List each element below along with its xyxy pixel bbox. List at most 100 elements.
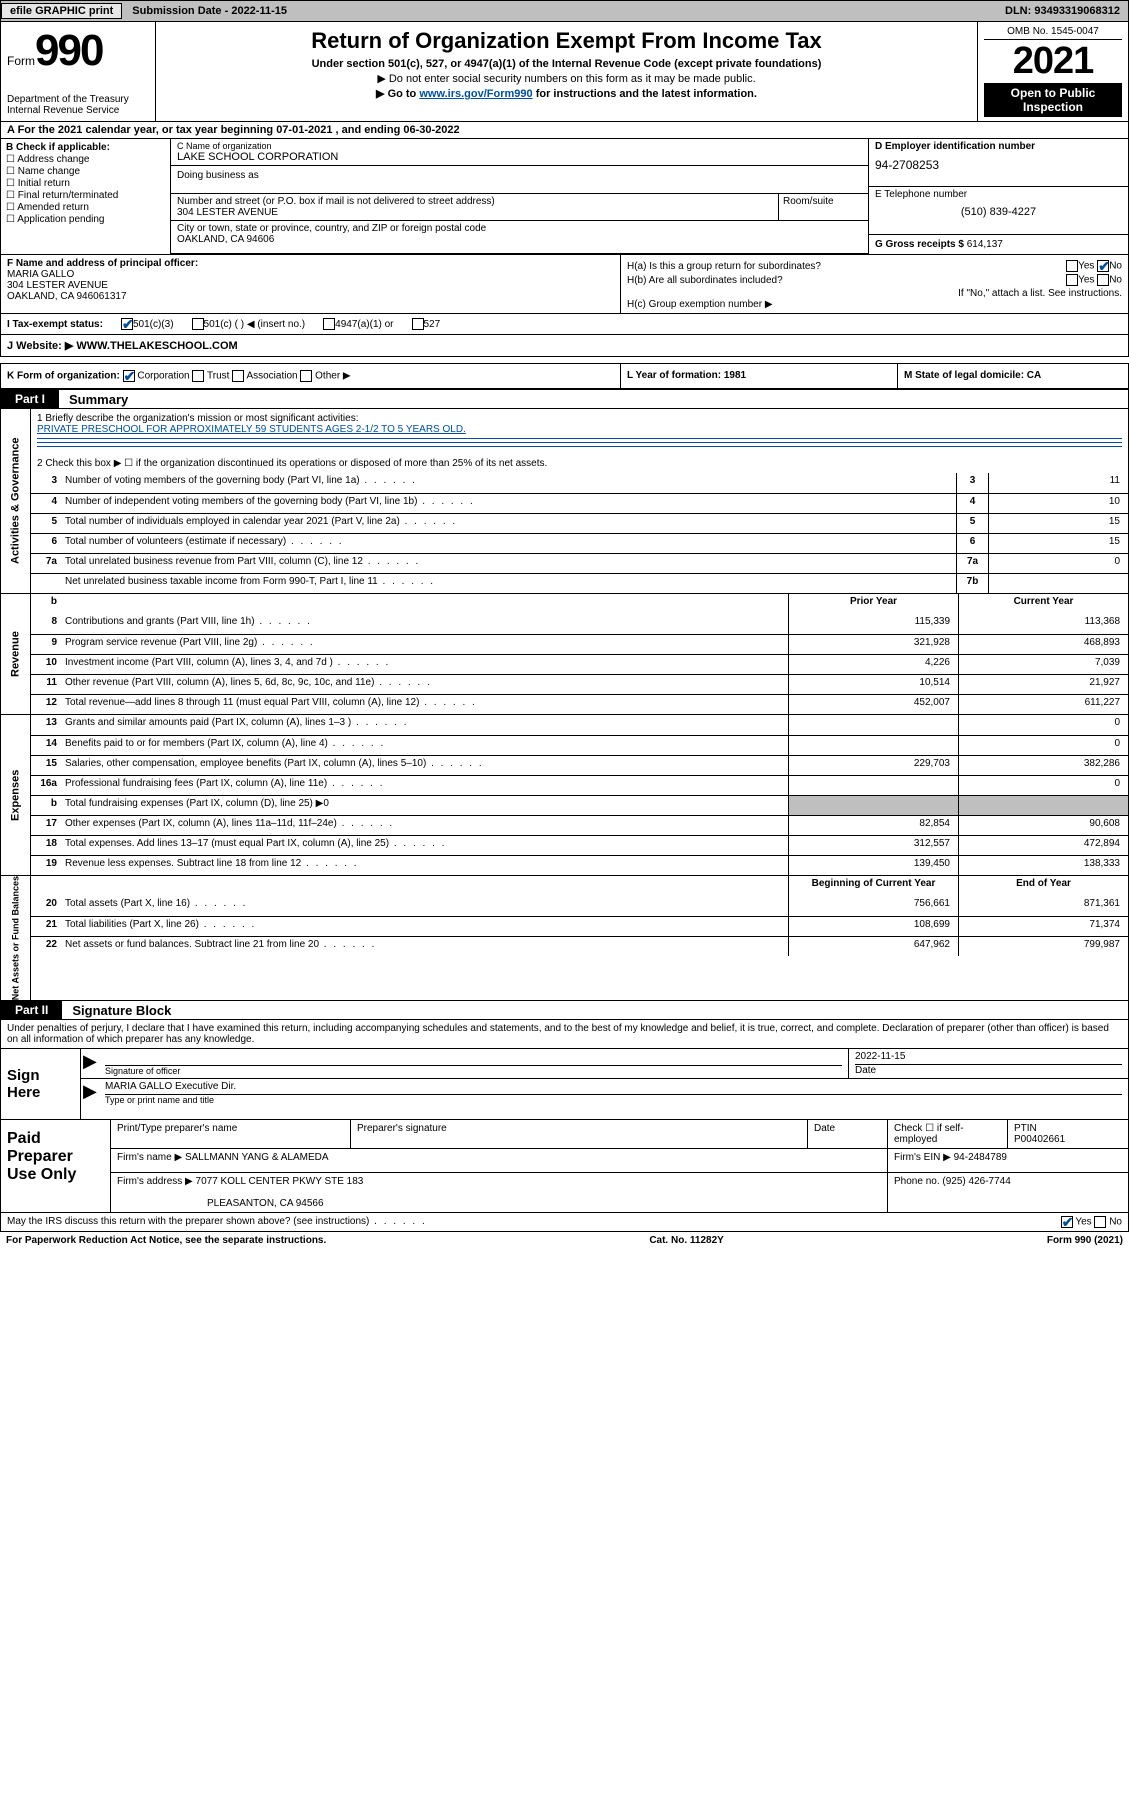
chk-address-change[interactable]: ☐ Address change xyxy=(6,154,165,165)
hc-label: H(c) Group exemption number ▶ xyxy=(627,299,1122,310)
paid-preparer-block: Paid Preparer Use Only Print/Type prepar… xyxy=(0,1120,1129,1213)
ha-no[interactable] xyxy=(1097,260,1109,272)
i-501c3[interactable] xyxy=(121,318,133,330)
chk-initial-return[interactable]: ☐ Initial return xyxy=(6,178,165,189)
na-row: 21 Total liabilities (Part X, line 26) 1… xyxy=(31,916,1128,936)
org-name-label: C Name of organization xyxy=(177,141,862,151)
mission-block: 1 Briefly describe the organization's mi… xyxy=(31,409,1128,454)
chk-amended[interactable]: ☐ Amended return xyxy=(6,202,165,213)
row-fh: F Name and address of principal officer:… xyxy=(0,254,1129,313)
k-form-org: K Form of organization: Corporation Trus… xyxy=(1,364,621,388)
firm-addr: Firm's address ▶ 7077 KOLL CENTER PKWY S… xyxy=(111,1173,888,1212)
omb-number: OMB No. 1545-0047 xyxy=(984,26,1122,40)
form-subtitle-1: Under section 501(c), 527, or 4947(a)(1)… xyxy=(162,58,971,70)
k-other[interactable] xyxy=(300,370,312,382)
exp-row: 15 Salaries, other compensation, employe… xyxy=(31,755,1128,775)
f-addr1: 304 LESTER AVENUE xyxy=(7,280,108,291)
gross-value: 614,137 xyxy=(967,239,1003,250)
gov-row: Net unrelated business taxable income fr… xyxy=(31,573,1128,593)
sub3-pre: ▶ Go to xyxy=(376,88,419,100)
i-527[interactable] xyxy=(412,318,424,330)
prep-name-hdr: Print/Type preparer's name xyxy=(111,1120,351,1148)
prep-row2: Firm's name ▶ SALLMANN YANG & ALAMEDA Fi… xyxy=(111,1149,1128,1173)
tax-year: 2021 xyxy=(984,40,1122,83)
gov-row: 5 Total number of individuals employed i… xyxy=(31,513,1128,533)
subdate-value: 2022-11-15 xyxy=(231,5,287,17)
na-curr-hdr: End of Year xyxy=(958,876,1128,896)
dba-block: Doing business as xyxy=(171,166,868,194)
vlabel-rev: Revenue xyxy=(1,594,31,714)
hb-no[interactable] xyxy=(1097,274,1109,286)
chk-application-pending[interactable]: ☐ Application pending xyxy=(6,214,165,225)
ha-label: H(a) Is this a group return for subordin… xyxy=(627,261,821,272)
dln: DLN: 93493319068312 xyxy=(1005,5,1128,17)
curr-year-hdr: Current Year xyxy=(958,594,1128,614)
sign-block: Sign Here ▶ Signature of officer 2022-11… xyxy=(0,1049,1129,1120)
sign-arrow-icon-2: ▶ xyxy=(81,1079,99,1107)
l-year-formation: L Year of formation: 1981 xyxy=(621,364,898,388)
exp-row: 14 Benefits paid to or for members (Part… xyxy=(31,735,1128,755)
mission-label: 1 Briefly describe the organization's mi… xyxy=(37,413,1122,424)
city-label: City or town, state or province, country… xyxy=(177,223,862,234)
k-assoc[interactable] xyxy=(232,370,244,382)
exp-section: Expenses 13 Grants and similar amounts p… xyxy=(0,715,1129,876)
na-row: 22 Net assets or fund balances. Subtract… xyxy=(31,936,1128,956)
exp-row: 19 Revenue less expenses. Subtract line … xyxy=(31,855,1128,875)
prep-date-hdr: Date xyxy=(808,1120,888,1148)
rev-row: 11 Other revenue (Part VIII, column (A),… xyxy=(31,674,1128,694)
row-klm: K Form of organization: Corporation Trus… xyxy=(0,363,1129,389)
i-4947[interactable] xyxy=(323,318,335,330)
chk-final-return[interactable]: ☐ Final return/terminated xyxy=(6,190,165,201)
ein-block: D Employer identification number 94-2708… xyxy=(869,139,1128,187)
rev-row: 10 Investment income (Part VIII, column … xyxy=(31,654,1128,674)
i-label: I Tax-exempt status: xyxy=(7,319,103,330)
sign-here-label: Sign Here xyxy=(1,1049,81,1119)
sig-name-field: MARIA GALLO Executive Dir. Type or print… xyxy=(99,1079,1128,1107)
chk-name-change[interactable]: ☐ Name change xyxy=(6,166,165,177)
j-value: WWW.THELAKESCHOOL.COM xyxy=(73,340,237,352)
discuss-yes[interactable] xyxy=(1061,1216,1073,1228)
street-label: Number and street (or P.O. box if mail i… xyxy=(177,196,772,207)
prep-row1: Print/Type preparer's name Preparer's si… xyxy=(111,1120,1128,1149)
gov-section: Activities & Governance 1 Briefly descri… xyxy=(0,409,1129,594)
sig-officer-field[interactable]: Signature of officer xyxy=(99,1049,848,1078)
prep-selfemp[interactable]: Check ☐ if self-employed xyxy=(888,1120,1008,1148)
firm-ein: Firm's EIN ▶ 94-2484789 xyxy=(888,1149,1128,1172)
exp-row: 13 Grants and similar amounts paid (Part… xyxy=(31,715,1128,735)
row-a-taxyear: A For the 2021 calendar year, or tax yea… xyxy=(0,122,1129,139)
sig-date-field: 2022-11-15 Date xyxy=(848,1049,1128,1078)
na-prior-hdr: Beginning of Current Year xyxy=(788,876,958,896)
firm-name: Firm's name ▶ SALLMANN YANG & ALAMEDA xyxy=(111,1149,888,1172)
ha-yes[interactable] xyxy=(1066,260,1078,272)
i-501c[interactable] xyxy=(192,318,204,330)
dept-treasury: Department of the Treasury Internal Reve… xyxy=(7,94,149,116)
hb-yes[interactable] xyxy=(1066,274,1078,286)
rev-row: 12 Total revenue—add lines 8 through 11 … xyxy=(31,694,1128,714)
col-b-checkboxes: B Check if applicable: ☐ Address change … xyxy=(1,139,171,254)
discuss-row: May the IRS discuss this return with the… xyxy=(0,1213,1129,1232)
k-corp[interactable] xyxy=(123,370,135,382)
part2-title: Signature Block xyxy=(62,1003,171,1018)
mission-text: PRIVATE PRESCHOOL FOR APPROXIMATELY 59 S… xyxy=(37,424,1122,435)
submission-date: Submission Date - 2022-11-15 xyxy=(126,5,293,17)
irs-link[interactable]: www.irs.gov/Form990 xyxy=(419,88,532,100)
dln-value: 93493319068312 xyxy=(1034,5,1120,17)
efile-button[interactable]: efile GRAPHIC print xyxy=(1,3,122,19)
part2-declaration: Under penalties of perjury, I declare th… xyxy=(0,1020,1129,1049)
vlabel-exp: Expenses xyxy=(1,715,31,875)
na-row: 20 Total assets (Part X, line 16) 756,66… xyxy=(31,896,1128,916)
k-trust[interactable] xyxy=(192,370,204,382)
discuss-no[interactable] xyxy=(1094,1216,1106,1228)
part1-tab: Part I xyxy=(1,390,59,408)
top-bar: efile GRAPHIC print Submission Date - 20… xyxy=(0,0,1129,22)
city-block: City or town, state or province, country… xyxy=(171,221,868,254)
paid-label: Paid Preparer Use Only xyxy=(1,1120,111,1212)
py-header: b Prior Year Current Year xyxy=(31,594,1128,614)
hb-note: If "No," attach a list. See instructions… xyxy=(627,288,1122,299)
exp-row: 17 Other expenses (Part IX, column (A), … xyxy=(31,815,1128,835)
f-name: MARIA GALLO xyxy=(7,269,74,280)
part1-header: Part I Summary xyxy=(0,389,1129,409)
principal-officer: F Name and address of principal officer:… xyxy=(1,255,621,313)
subdate-label: Submission Date - xyxy=(132,5,231,17)
tel-block: E Telephone number (510) 839-4227 xyxy=(869,187,1128,235)
